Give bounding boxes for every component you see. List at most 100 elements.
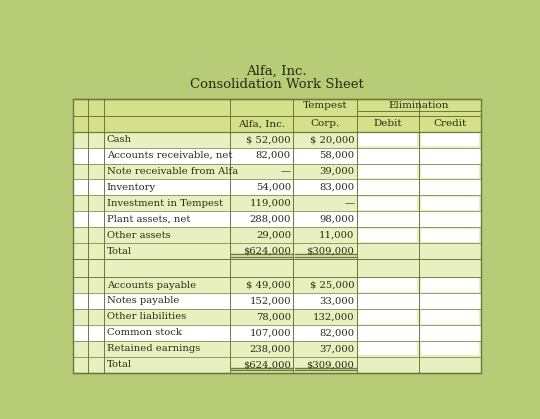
Text: 132,000: 132,000 [313,313,354,321]
Bar [230,132,294,147]
Text: 37,000: 37,000 [319,344,354,353]
Bar [72,357,481,372]
Text: Note receivable from Alfa: Note receivable from Alfa [107,167,238,176]
Bar [357,243,481,259]
Bar [294,132,357,147]
Bar [359,212,417,226]
Text: Investment in Tempest: Investment in Tempest [107,199,223,208]
Text: Corp.: Corp. [310,119,340,128]
Bar [104,227,230,243]
Bar [419,325,481,341]
Text: $ 20,000: $ 20,000 [309,135,354,144]
Text: Notes payable: Notes payable [107,297,179,305]
Bar [230,309,294,325]
Bar [72,277,104,293]
Bar [230,147,294,163]
Bar [294,293,357,309]
Bar [72,179,104,195]
Bar [419,309,481,325]
Bar [72,116,481,132]
Text: 29,000: 29,000 [256,231,291,240]
Bar [359,278,417,292]
Bar [72,195,104,211]
Text: 82,000: 82,000 [256,151,291,160]
Bar [230,179,294,195]
Bar [104,163,230,179]
Bar [421,228,480,242]
Bar [72,325,104,341]
Text: Consolidation Work Sheet: Consolidation Work Sheet [190,78,363,91]
Bar [421,149,480,162]
Bar [72,309,104,325]
Text: Retained earnings: Retained earnings [107,344,200,353]
Bar [230,293,294,309]
Bar [104,309,230,325]
Text: 58,000: 58,000 [319,151,354,160]
Text: $624,000: $624,000 [243,360,291,369]
Text: $ 52,000: $ 52,000 [246,135,291,144]
Bar [294,227,357,243]
Bar [359,310,417,323]
Bar [104,179,230,195]
Bar [421,133,480,146]
Text: Cash: Cash [107,135,132,144]
Bar [104,132,230,147]
Text: Credit: Credit [433,119,467,128]
Bar [72,211,104,227]
Text: Accounts receivable, net: Accounts receivable, net [107,151,232,160]
Bar [294,309,357,325]
Bar [104,211,230,227]
Bar [419,195,481,211]
Bar [419,179,481,195]
Text: 119,000: 119,000 [249,199,291,208]
Bar [419,147,481,163]
Text: 54,000: 54,000 [256,183,291,192]
Bar [104,341,230,357]
Bar [419,293,481,309]
Text: Elimination: Elimination [389,101,449,110]
Bar [359,165,417,178]
Bar [230,195,294,211]
Bar [357,132,419,147]
Bar [359,197,417,210]
Text: 98,000: 98,000 [319,215,354,224]
Bar [230,227,294,243]
Bar [294,195,357,211]
Text: 33,000: 33,000 [319,297,354,305]
Text: Common stock: Common stock [107,328,182,337]
Text: Alfa, Inc.: Alfa, Inc. [246,65,307,78]
Bar [359,326,417,339]
Text: Debit: Debit [374,119,402,128]
Bar [421,278,480,292]
Bar [359,294,417,308]
Bar [357,179,419,195]
Text: $309,000: $309,000 [306,360,354,369]
Text: 82,000: 82,000 [319,328,354,337]
Bar [294,179,357,195]
Bar [421,294,480,308]
Bar [294,341,357,357]
Bar [359,342,417,355]
Bar [294,147,357,163]
Bar [230,211,294,227]
Bar [357,211,419,227]
Text: Other liabilities: Other liabilities [107,313,186,321]
Bar [104,325,230,341]
Text: Total: Total [107,360,132,369]
Text: $624,000: $624,000 [243,247,291,256]
Bar [294,243,357,259]
Text: 83,000: 83,000 [319,183,354,192]
Text: $ 25,000: $ 25,000 [309,281,354,290]
Bar [72,147,104,163]
Text: Other assets: Other assets [107,231,171,240]
Text: Plant assets, net: Plant assets, net [107,215,190,224]
Text: $ 49,000: $ 49,000 [246,281,291,290]
Text: 39,000: 39,000 [319,167,354,176]
Bar [294,277,357,293]
Bar [357,163,419,179]
Bar [230,277,294,293]
Bar [72,132,104,147]
Bar [357,147,419,163]
Text: 288,000: 288,000 [249,215,291,224]
Text: 11,000: 11,000 [319,231,354,240]
